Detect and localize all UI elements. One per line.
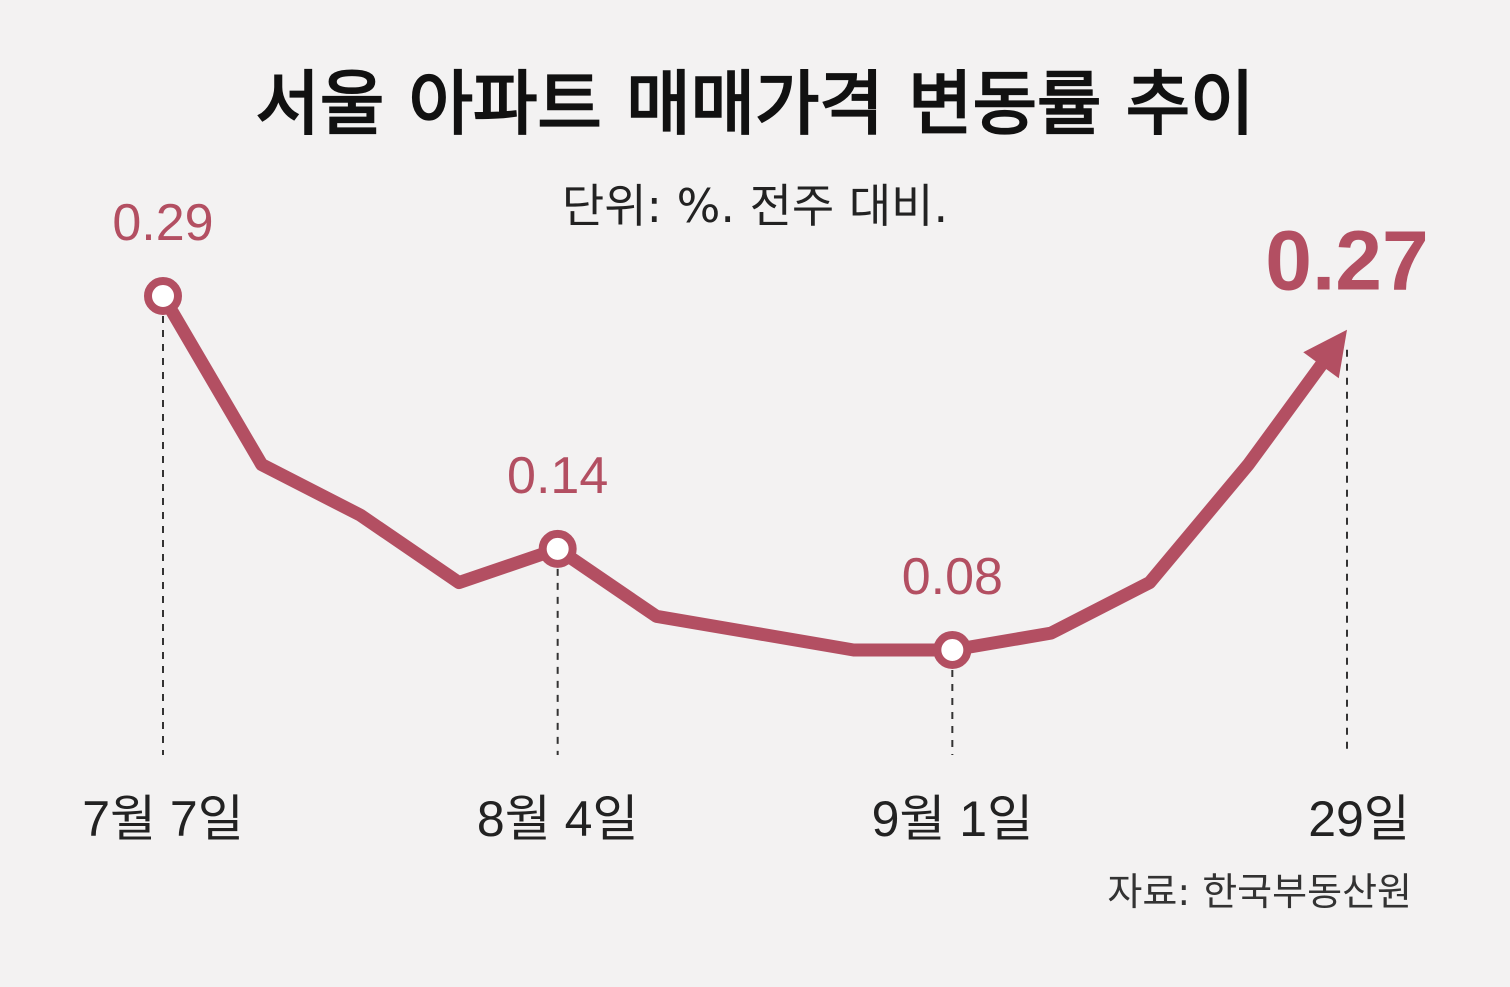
chart-title: 서울 아파트 매매가격 변동률 추이 bbox=[255, 63, 1254, 145]
point-label-group: 0.29 0.14 0.08 0.27 bbox=[112, 194, 1428, 606]
arrow-head bbox=[1303, 329, 1347, 379]
source-note: 자료: 한국부동산원 bbox=[1107, 870, 1412, 914]
series-group bbox=[157, 292, 1347, 657]
data-label: 0.27 bbox=[1265, 214, 1429, 308]
x-tick-label: 9월 1일 bbox=[872, 791, 1034, 847]
data-label: 0.29 bbox=[112, 194, 213, 252]
series-line bbox=[157, 292, 1329, 657]
x-tick-label: 8월 4일 bbox=[477, 791, 639, 847]
marker-group bbox=[144, 277, 972, 669]
data-label: 0.14 bbox=[507, 447, 608, 505]
chart-subtitle: 단위: %. 전주 대비. bbox=[562, 179, 948, 233]
data-marker bbox=[933, 631, 972, 669]
x-axis-ticks: 7월 7일 8월 4일 9월 1일 29일 bbox=[82, 791, 1410, 847]
guide-lines bbox=[162, 316, 1348, 755]
data-label: 0.08 bbox=[902, 548, 1003, 606]
x-tick-label: 29일 bbox=[1308, 791, 1410, 847]
x-tick-label: 7월 7일 bbox=[82, 791, 244, 847]
data-marker bbox=[538, 529, 577, 568]
data-marker bbox=[144, 277, 182, 315]
